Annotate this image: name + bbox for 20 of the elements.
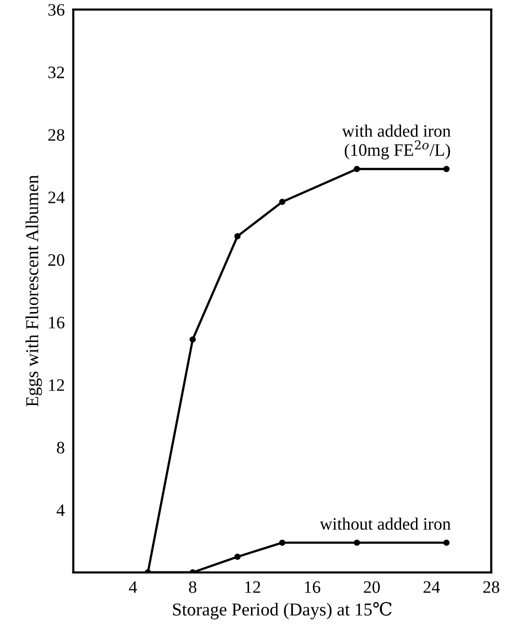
y-tick-label: 4	[56, 504, 65, 516]
y-tick-label: 36	[48, 4, 64, 16]
y-tick-label: 16	[49, 316, 64, 328]
series-label: without added iron	[320, 518, 451, 530]
series-label: with added iron (10mg FE$^{2o}$/L)	[342, 124, 451, 160]
y-tick-label: 12	[49, 379, 64, 391]
x-tick-label: 28	[483, 581, 500, 593]
y-axis-title: Eggs with Fluorescent Albumen	[26, 175, 42, 407]
y-tick-label: 20	[48, 254, 64, 266]
x-tick-label: 24	[424, 581, 440, 593]
x-axis-title: Storage Period (Days) at 15℃	[173, 602, 392, 620]
x-tick-label: 8	[189, 581, 196, 593]
x-tick-label: 4	[128, 581, 138, 593]
y-tick-label: 28	[48, 129, 64, 141]
y-tick-label: 32	[48, 66, 64, 78]
x-tick-label: 20	[364, 581, 380, 593]
x-tick-label: 16	[304, 581, 320, 593]
y-tick-label: 8	[56, 442, 64, 454]
x-tick-label: 12	[245, 581, 260, 593]
y-tick-label: 24	[48, 192, 65, 204]
